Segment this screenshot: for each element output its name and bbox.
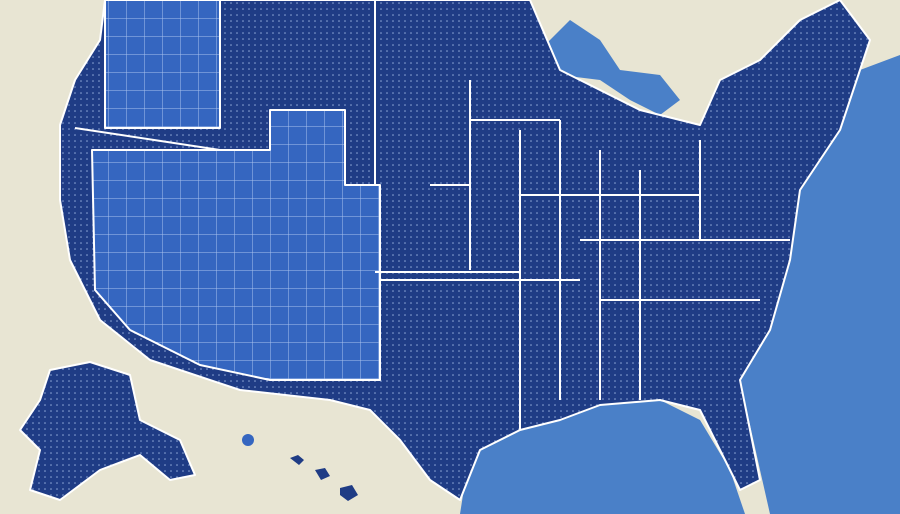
atlantic-ocean [740,55,900,514]
states-grid-northwest [104,0,221,129]
state-borders [74,0,790,430]
states-grid-southwest [91,109,381,381]
alaska [19,361,196,501]
island [242,434,254,446]
gulf-of-mexico [460,400,745,514]
hawaii [290,455,358,501]
great-lakes [530,20,680,115]
